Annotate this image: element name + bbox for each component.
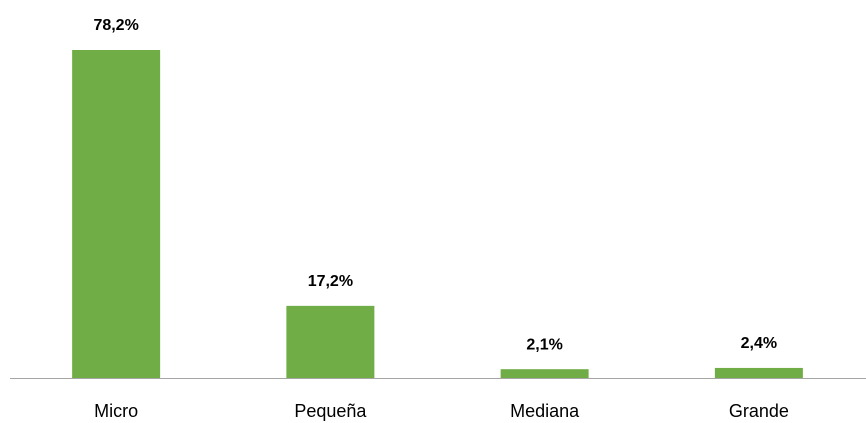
bar xyxy=(286,305,375,378)
bar xyxy=(72,50,161,378)
value-label: 2,1% xyxy=(526,336,562,353)
x-tick-label: Grande xyxy=(729,401,789,421)
x-tick-label: Micro xyxy=(94,401,138,421)
x-tick-label: Pequeña xyxy=(294,401,367,421)
bar xyxy=(500,369,589,378)
value-label: 17,2% xyxy=(308,273,353,290)
x-tick-label: Mediana xyxy=(510,401,580,421)
bar xyxy=(714,367,803,378)
value-label: 2,4% xyxy=(741,335,777,352)
value-label: 78,2% xyxy=(93,17,138,34)
